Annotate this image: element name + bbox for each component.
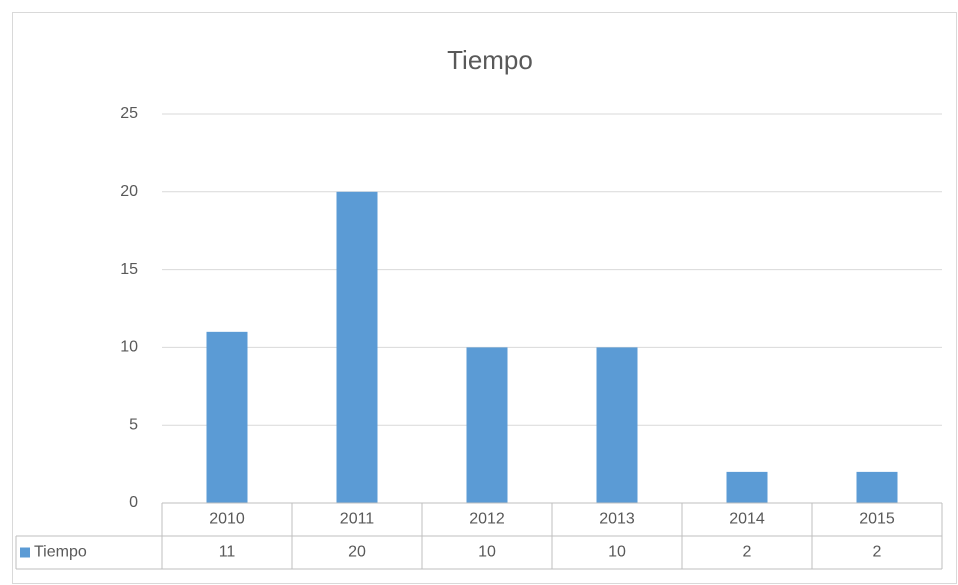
- bar: [726, 471, 768, 503]
- table-value: 20: [348, 544, 366, 561]
- bar: [856, 471, 898, 503]
- x-tick-label: 2012: [469, 511, 505, 528]
- table-value: 2: [743, 544, 752, 561]
- x-tick-label: 2015: [859, 511, 895, 528]
- bar: [466, 347, 508, 503]
- legend-key: [20, 547, 30, 558]
- chart-title: Tiempo: [447, 45, 533, 75]
- y-tick-label: 25: [120, 105, 138, 122]
- table-value: 10: [478, 544, 496, 561]
- y-tick-label: 20: [120, 183, 138, 200]
- table-value: 10: [608, 544, 626, 561]
- y-tick-label: 0: [129, 494, 138, 511]
- table-value: 2: [873, 544, 882, 561]
- table-value: 11: [219, 544, 236, 561]
- bar: [336, 191, 378, 504]
- x-tick-label: 2013: [599, 511, 635, 528]
- bar: [596, 347, 638, 503]
- legend-label: Tiempo: [34, 544, 87, 561]
- y-tick-label: 10: [120, 339, 138, 356]
- x-tick-label: 2014: [729, 511, 765, 528]
- x-tick-label: 2010: [209, 511, 245, 528]
- bar: [206, 331, 248, 503]
- x-tick-label: 2011: [340, 511, 375, 528]
- y-tick-label: 5: [129, 416, 138, 433]
- y-tick-label: 15: [120, 261, 138, 278]
